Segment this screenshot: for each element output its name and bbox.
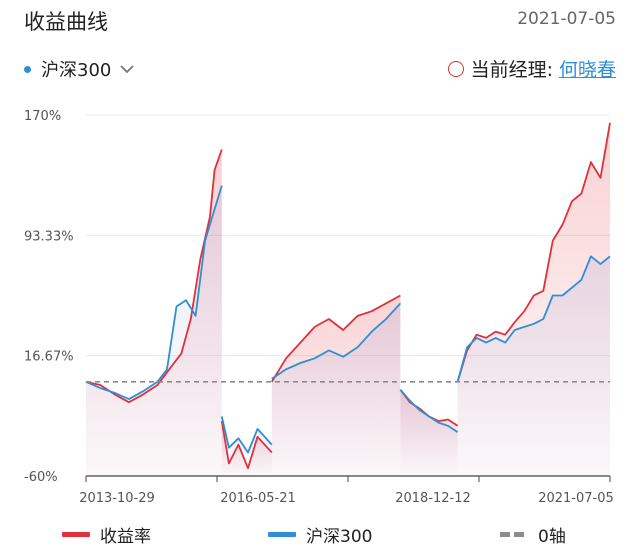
returns-line bbox=[220, 420, 273, 470]
x-tick-label: 2013-10-29 bbox=[79, 491, 155, 506]
returns-line bbox=[85, 149, 223, 404]
returns-line bbox=[271, 294, 401, 383]
y-tick-label: 93.33% bbox=[24, 229, 74, 244]
dot-icon bbox=[24, 65, 31, 73]
legend-swatch-zero bbox=[500, 532, 528, 537]
legend-swatch-returns bbox=[62, 532, 90, 537]
returns-line bbox=[456, 122, 611, 383]
legend-label-index: 沪深300 bbox=[306, 527, 373, 547]
legend-label-returns: 收益率 bbox=[100, 527, 151, 547]
y-tick-label: 170% bbox=[24, 109, 61, 124]
legend-returns: 收益率 bbox=[62, 522, 151, 547]
x-tick-label: 2021-07-05 bbox=[538, 491, 614, 506]
index-line bbox=[456, 255, 611, 383]
legend: 收益率 沪深300 0轴 bbox=[0, 520, 640, 550]
circle-icon bbox=[447, 60, 464, 77]
x-tick-label: 2016-05-21 bbox=[220, 491, 296, 506]
header: 收益曲线 2021-07-05 bbox=[0, 0, 640, 40]
benchmark-label: 沪深300 bbox=[41, 60, 112, 81]
index-area bbox=[457, 256, 610, 476]
legend-label-zero: 0轴 bbox=[538, 527, 566, 547]
index-area bbox=[271, 303, 401, 476]
returns-chart: 170% 93.33% 16.67% -60% 2013-10-29 2016-05-21… bbox=[24, 109, 614, 506]
index-line bbox=[220, 416, 273, 454]
manager-name-link[interactable]: 何晓春 bbox=[558, 59, 616, 81]
chevron-down-icon bbox=[120, 65, 134, 74]
y-tick-label: -60% bbox=[24, 470, 58, 485]
x-tick-label: 2018-12-12 bbox=[395, 491, 471, 506]
current-manager: 当前经理: 何晓春 bbox=[447, 55, 616, 82]
index-area bbox=[86, 185, 222, 476]
date-label: 2021-07-05 bbox=[517, 9, 616, 29]
y-tick-label: 16.67% bbox=[24, 350, 74, 365]
legend-swatch-index bbox=[268, 532, 296, 537]
index-line bbox=[399, 389, 459, 433]
legend-zero: 0轴 bbox=[500, 522, 566, 547]
legend-index: 沪深300 bbox=[268, 522, 372, 547]
index-line bbox=[271, 302, 402, 380]
manager-label: 当前经理: bbox=[470, 59, 553, 81]
index-line bbox=[85, 185, 223, 400]
benchmark-selector[interactable]: 沪深300 bbox=[24, 56, 135, 82]
index-area bbox=[400, 389, 458, 476]
page-title: 收益曲线 bbox=[24, 10, 108, 34]
